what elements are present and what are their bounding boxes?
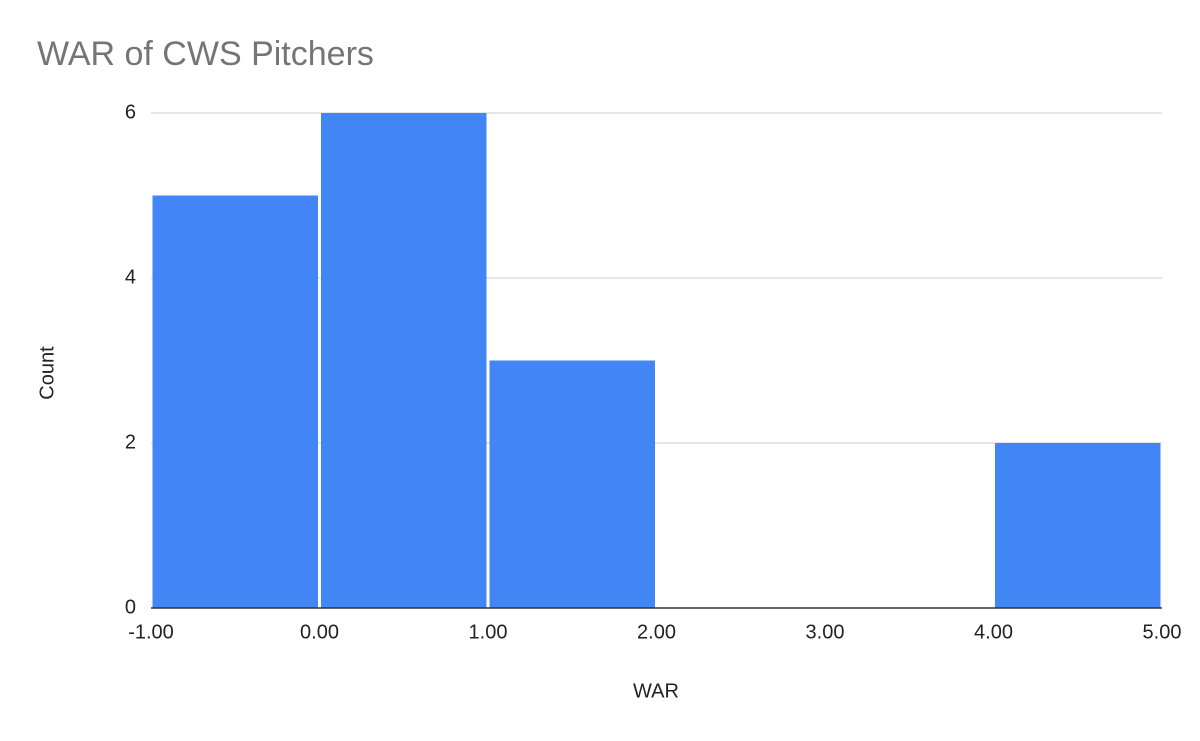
y-tick-label: 4 (125, 266, 136, 288)
bar (321, 113, 487, 608)
x-tick-label: 5.00 (1143, 621, 1182, 643)
bar (995, 443, 1161, 608)
bar (152, 195, 318, 608)
y-tick-label: 6 (125, 101, 136, 123)
y-tick-label: 0 (125, 596, 136, 618)
chart-title: WAR of CWS Pitchers (37, 35, 374, 73)
x-tick-label: -1.00 (128, 621, 174, 643)
x-tick-label: 4.00 (974, 621, 1013, 643)
y-axis-label: Count (36, 346, 58, 400)
x-tick-label: 3.00 (806, 621, 845, 643)
x-axis-label: WAR (633, 680, 679, 702)
bar (489, 360, 655, 608)
x-tick-label: 2.00 (637, 621, 676, 643)
x-tick-label: 0.00 (300, 621, 339, 643)
y-tick-label: 2 (125, 431, 136, 453)
x-tick-label: 1.00 (469, 621, 508, 643)
